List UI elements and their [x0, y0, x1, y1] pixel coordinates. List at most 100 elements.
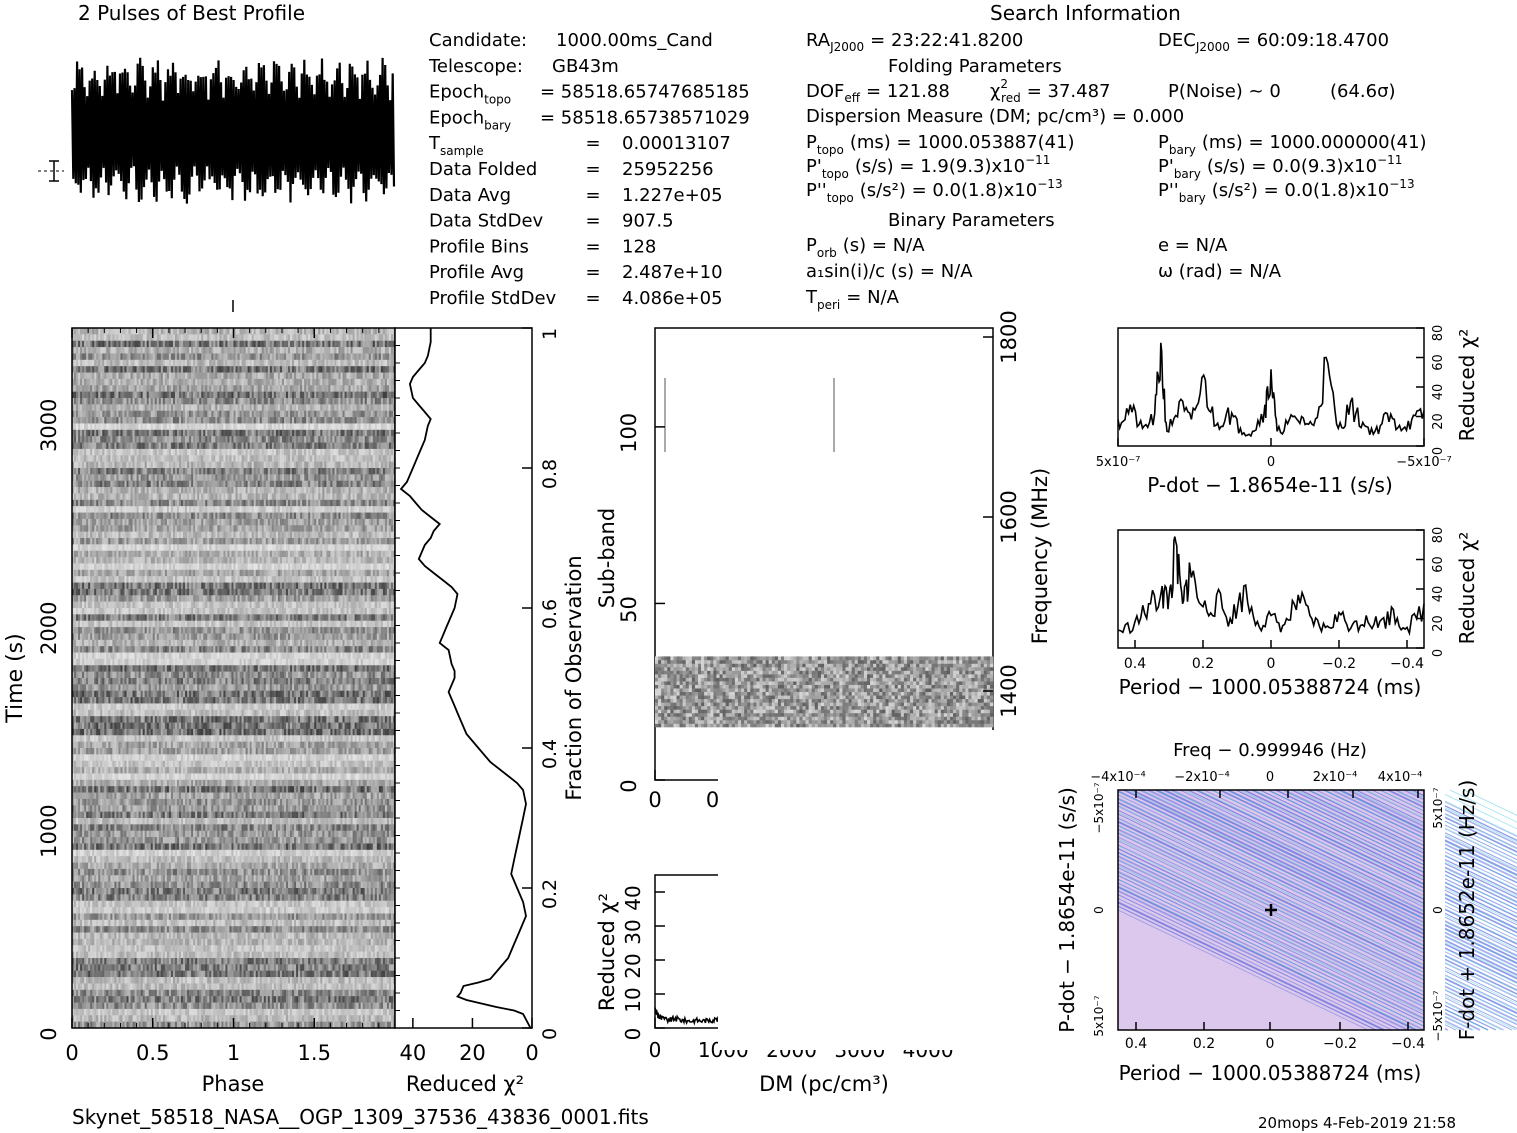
heatmap-cell — [191, 506, 194, 513]
heatmap-cell — [176, 366, 180, 373]
heatmap-cell — [156, 429, 160, 437]
heatmap-cell — [271, 468, 275, 475]
heatmap-cell — [122, 493, 125, 501]
heatmap-cell — [386, 366, 390, 373]
heatmap-cell — [168, 398, 172, 405]
heatmap-cell — [368, 461, 372, 469]
heatmap-cell — [148, 417, 152, 424]
heatmap-cell — [100, 423, 103, 431]
heatmap-cell — [225, 417, 228, 424]
heatmap-cell — [166, 385, 170, 392]
heatmap-cell — [211, 417, 214, 424]
heatmap-cell — [350, 366, 353, 373]
heatmap-cell — [114, 347, 117, 354]
heatmap-cell — [100, 442, 103, 450]
heatmap-cell — [148, 398, 152, 405]
heatmap-cell — [259, 506, 263, 513]
heatmap-cell — [193, 353, 196, 361]
heatmap-cell — [296, 391, 299, 399]
heatmap-cell — [86, 455, 89, 462]
heatmap-cell — [308, 474, 311, 482]
heatmap-cell — [273, 448, 277, 456]
heatmap-cell — [227, 359, 230, 367]
heatmap-cell — [372, 404, 376, 412]
heatmap-cell — [195, 334, 198, 342]
heatmap-cell — [332, 512, 335, 520]
heatmap-cell — [296, 417, 299, 424]
heatmap-cell — [308, 366, 311, 373]
heatmap-cell — [249, 353, 252, 361]
heatmap-cell — [142, 480, 145, 488]
heatmap-cell — [221, 512, 224, 520]
heatmap-cell — [372, 385, 376, 392]
pbary-label: Pbary (ms) = 1000.000000(41) — [1158, 132, 1427, 157]
heatmap-cell — [166, 474, 170, 482]
heatmap-cell — [296, 512, 299, 520]
heatmap-cell — [388, 493, 392, 501]
heatmap-cell — [292, 518, 295, 526]
heatmap-cell — [322, 518, 325, 526]
heatmap-cell — [370, 512, 374, 520]
heatmap-cell — [219, 493, 222, 501]
heatmap-cell — [310, 359, 313, 367]
heatmap-cell — [94, 480, 97, 488]
heatmap-cell — [364, 455, 368, 462]
heatmap-cell — [201, 410, 204, 418]
heatmap-cell — [132, 429, 135, 437]
heatmap-cell — [82, 417, 85, 424]
heatmap-cell — [150, 474, 154, 482]
heatmap-cell — [273, 487, 277, 494]
heatmap-cell — [150, 417, 154, 424]
heatmap-cell — [344, 468, 347, 475]
heatmap-cell — [172, 378, 176, 386]
heatmap-cell — [156, 398, 160, 405]
heatmap-cell — [348, 378, 351, 386]
heatmap-cell — [213, 353, 216, 361]
heatmap-cell — [191, 423, 194, 431]
heatmap-cell — [298, 398, 301, 405]
heatmap-cell — [84, 499, 87, 507]
heatmap-cell — [122, 417, 125, 424]
heatmap-cell — [168, 378, 172, 386]
heatmap-cell — [237, 417, 240, 424]
heatmap-cell — [104, 372, 107, 380]
heatmap-cell — [205, 474, 208, 482]
heatmap-cell — [392, 512, 396, 520]
heatmap-cell — [279, 404, 283, 412]
heatmap-cell — [227, 398, 230, 405]
heatmap-cell — [84, 366, 87, 373]
heatmap-cell — [255, 353, 259, 361]
heatmap-cell — [330, 391, 333, 399]
heatmap-cell — [348, 480, 351, 488]
heatmap-cell — [178, 410, 182, 418]
heatmap-cell — [110, 436, 113, 443]
heatmap-cell — [294, 391, 297, 399]
heatmap-cell — [322, 359, 325, 367]
heatmap-cell — [352, 512, 355, 520]
heatmap-cell — [172, 391, 176, 399]
heatmap-cell — [227, 480, 230, 488]
heatmap-cell — [384, 448, 388, 456]
heatmap-cell — [146, 474, 150, 482]
heatmap-cell — [294, 372, 297, 380]
heatmap-cell — [154, 353, 158, 361]
heatmap-cell — [334, 468, 337, 475]
heatmap-cell — [392, 359, 396, 367]
heatmap-cell — [368, 353, 372, 361]
heatmap-cell — [277, 442, 281, 450]
heatmap-cell — [267, 480, 271, 488]
heatmap-cell — [378, 334, 382, 342]
heatmap-cell — [229, 448, 232, 456]
heatmap-cell — [376, 398, 380, 405]
heatmap-cell — [318, 334, 321, 342]
heatmap-cell — [330, 410, 333, 418]
heatmap-cell — [290, 398, 293, 405]
heatmap-cell — [207, 461, 210, 469]
heatmap-cell — [181, 493, 184, 501]
heatmap-cell — [390, 378, 394, 386]
heatmap-cell — [310, 518, 313, 526]
heatmap-cell — [88, 468, 91, 475]
heatmap-cell — [205, 353, 208, 361]
heatmap-cell — [239, 493, 242, 501]
heatmap-cell — [251, 506, 254, 513]
